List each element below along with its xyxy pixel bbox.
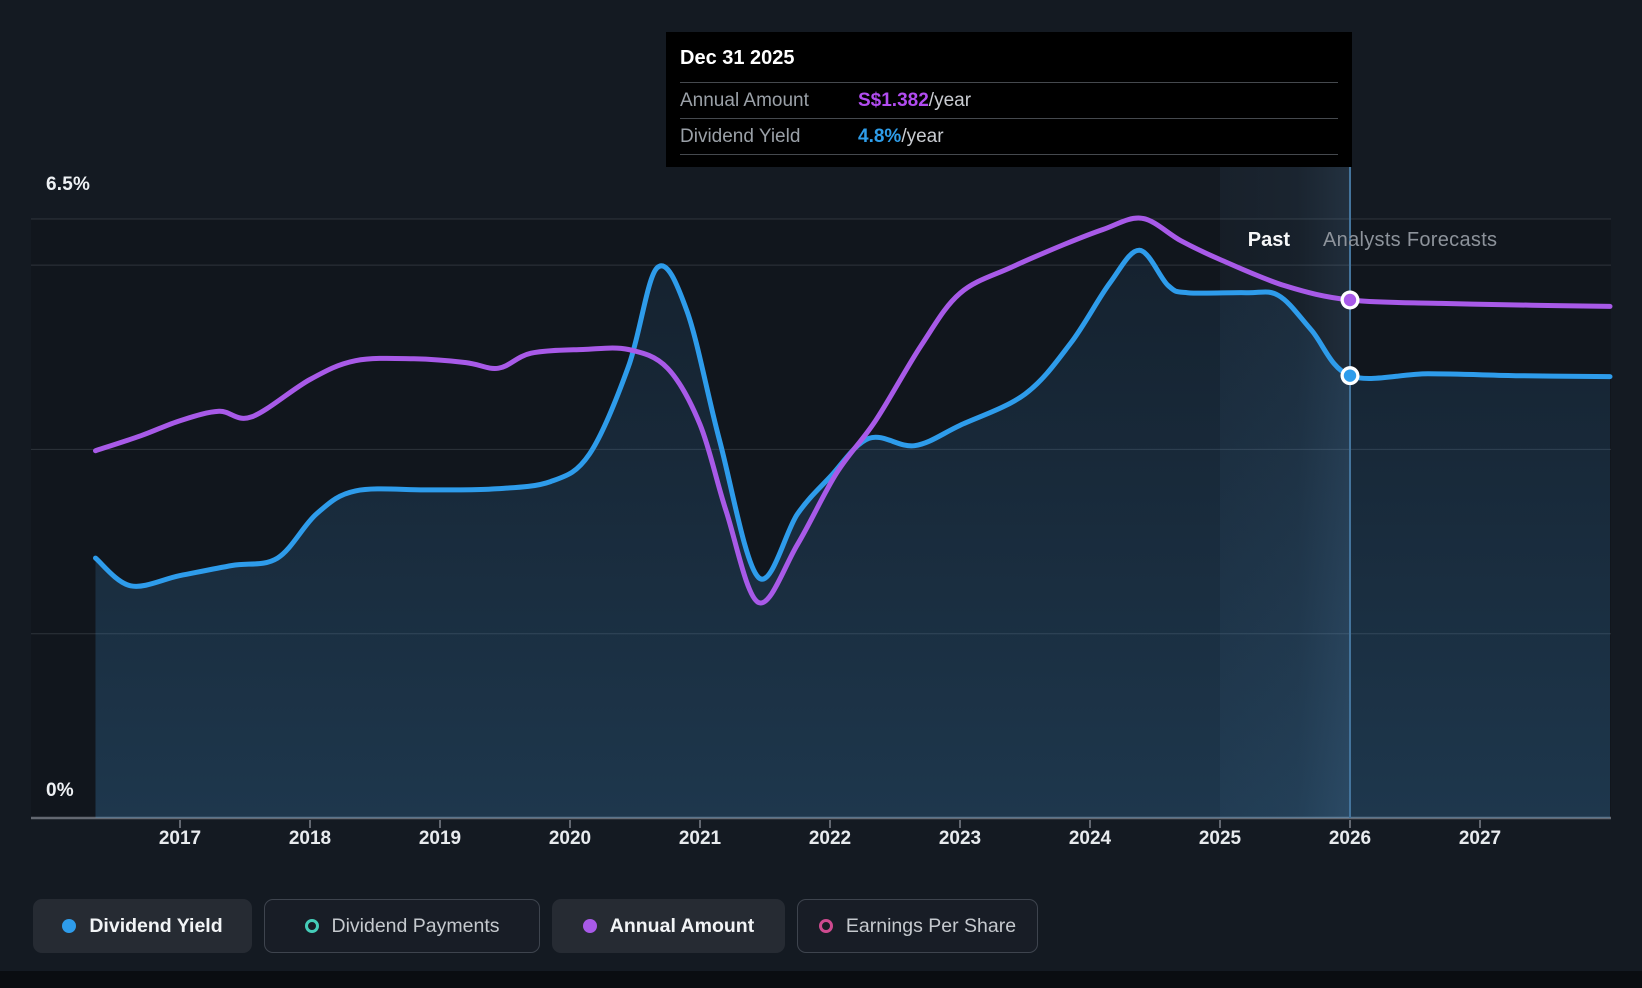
tooltip-row: Dividend Yield 4.8%/year	[680, 118, 1338, 154]
tooltip-row-suffix: /year	[901, 125, 944, 147]
x-axis-label: 2025	[1198, 828, 1242, 849]
legend-toggle-annual-amount[interactable]: Annual Amount	[552, 899, 785, 953]
legend-label: Earnings Per Share	[845, 914, 1017, 937]
legend-label: Annual Amount	[609, 914, 755, 937]
legend-dot-icon	[62, 919, 77, 933]
x-axis-label: 2019	[418, 828, 462, 849]
x-axis-label: 2018	[288, 828, 332, 849]
tooltip-date: Dec 31 2025	[680, 47, 795, 69]
x-axis-label: 2027	[1458, 828, 1502, 849]
tooltip-row-value: S$1.382	[858, 89, 929, 111]
x-axis-label: 2017	[158, 828, 202, 849]
x-axis-label: 2024	[1068, 828, 1112, 849]
past-label: Past	[1247, 229, 1290, 251]
y-axis-label-min: 0%	[46, 780, 74, 801]
tooltip-divider	[680, 154, 1338, 155]
tooltip-row-label: Annual Amount	[680, 89, 809, 111]
tooltip-row: Annual Amount S$1.382/year	[680, 82, 1338, 118]
chart-legend: Dividend Yield Dividend Payments Annual Am…	[0, 899, 1642, 953]
legend-toggle-dividend-payments[interactable]: Dividend Payments	[264, 899, 540, 953]
x-axis-label: 2026	[1328, 828, 1372, 849]
tooltip-row-label: Dividend Yield	[680, 125, 801, 147]
x-axis-label: 2020	[548, 828, 592, 849]
legend-toggle-earnings-per-share[interactable]: Earnings Per Share	[797, 899, 1038, 953]
tooltip-row-value: 4.8%	[858, 125, 902, 147]
analysts-forecasts-label: Analysts Forecasts	[1323, 229, 1498, 251]
x-axis-label: 2021	[678, 828, 722, 849]
legend-toggle-dividend-yield[interactable]: Dividend Yield	[33, 899, 252, 953]
legend-dot-icon	[582, 919, 597, 933]
bottom-bar	[0, 971, 1642, 988]
tooltip-row-suffix: /year	[928, 89, 972, 111]
legend-ring-icon	[818, 919, 833, 933]
x-axis-label: 2022	[808, 828, 852, 849]
series-lines	[93, 215, 1613, 606]
x-axis-label: 2023	[938, 828, 982, 849]
hover-highlight-band	[1220, 167, 1351, 818]
hover-markers	[1340, 290, 1360, 386]
y-axis-label-max: 6.5%	[46, 174, 91, 195]
legend-ring-icon	[304, 919, 319, 933]
legend-label: Dividend Payments	[331, 914, 500, 937]
legend-label: Dividend Yield	[89, 914, 223, 937]
hover-tooltip: Dec 31 2025 Annual Amount S$1.382/year Div…	[666, 32, 1352, 167]
